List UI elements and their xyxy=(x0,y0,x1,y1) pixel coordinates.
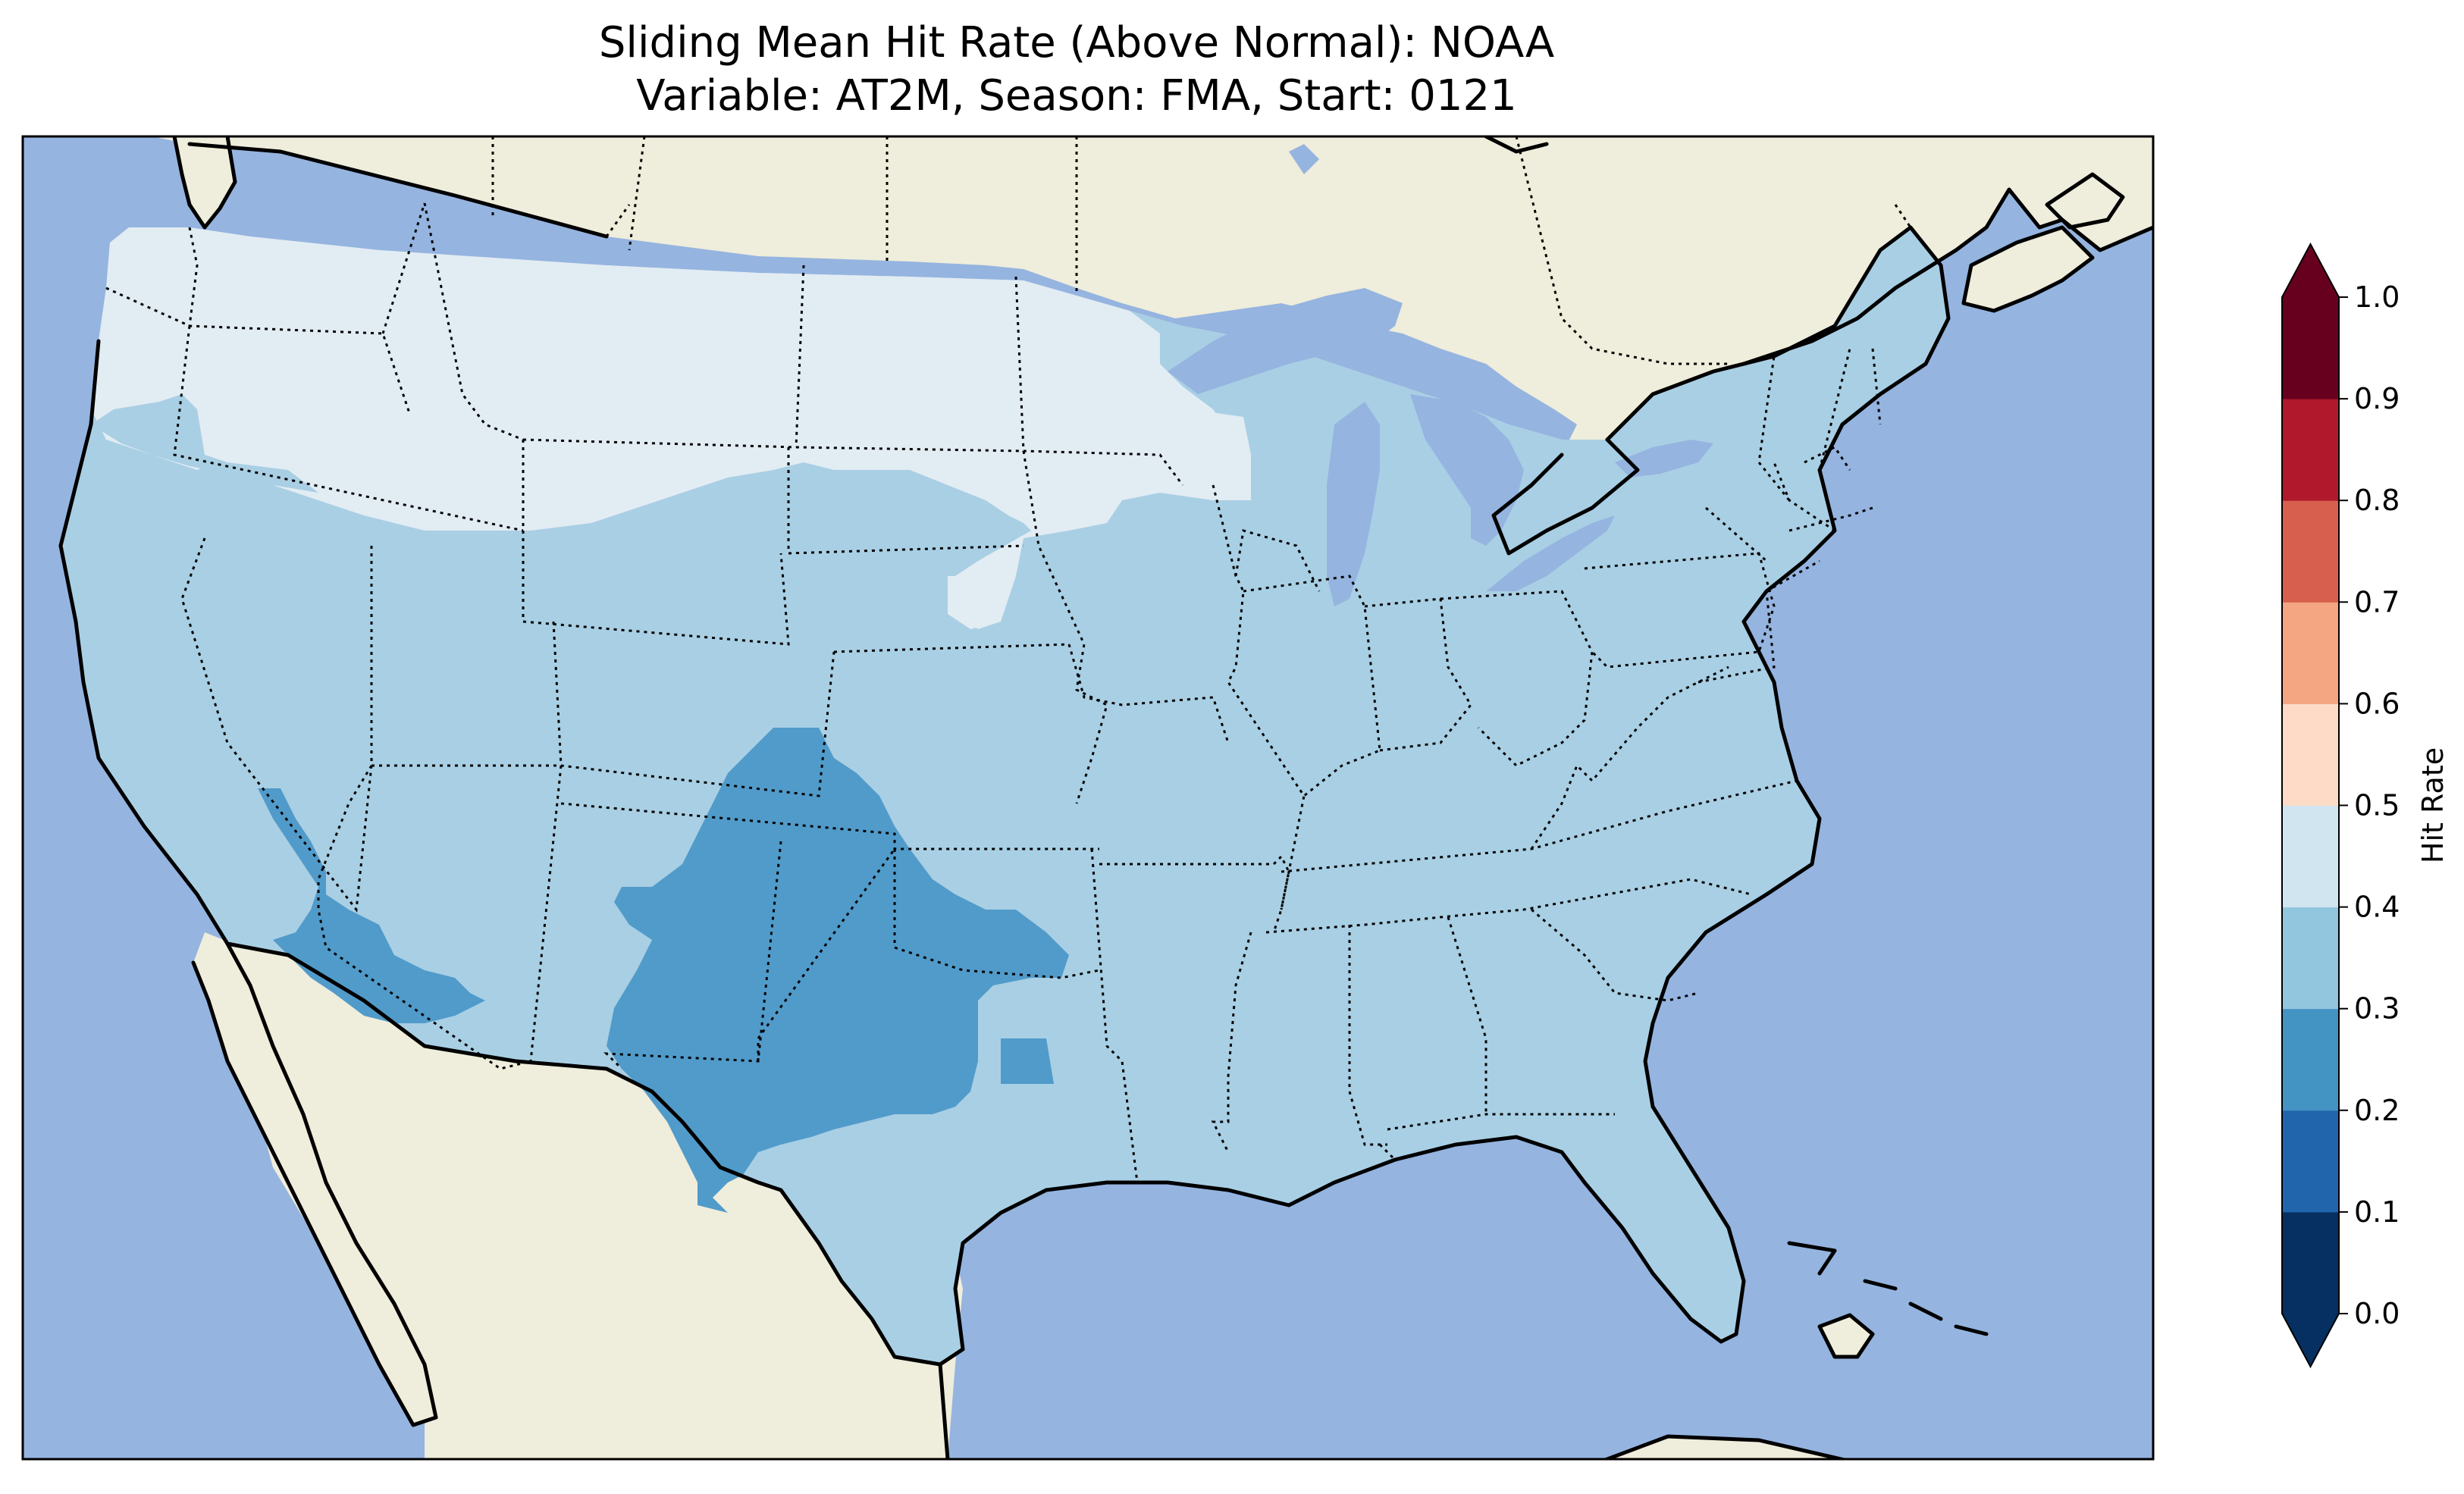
maritimes-land xyxy=(1964,227,2093,311)
colorbar-tick-label: 1.0 xyxy=(2354,280,2400,314)
field-0.3-0.4-or-patch xyxy=(91,394,318,493)
pei-newfoundland xyxy=(2047,174,2123,227)
colorbar-tick-label: 0.2 xyxy=(2354,1094,2400,1127)
colorbar-tick-label: 0.4 xyxy=(2354,891,2400,924)
title-line-1: Sliding Mean Hit Rate (Above Normal): NO… xyxy=(598,18,1555,67)
colorbar-segment xyxy=(2282,907,2339,1010)
field-0.4-0.5 xyxy=(91,227,1251,629)
colorbar-tick-label: 0.8 xyxy=(2354,484,2400,517)
colorbar-segment xyxy=(2282,297,2339,399)
baja-land xyxy=(193,932,436,1425)
coastlines xyxy=(58,136,2153,1459)
colorbar-tick-label: 0.3 xyxy=(2354,992,2400,1026)
colorbar-tick-label: 0.1 xyxy=(2354,1195,2400,1229)
map-panel xyxy=(23,136,2153,1459)
field-0.2-0.3-southwest xyxy=(607,728,1069,1213)
field-0.2-0.3-arizona xyxy=(258,788,485,1023)
cuba-main xyxy=(1577,1436,2047,1459)
field-0.4-0.5-wisconsin xyxy=(1152,409,1251,500)
colorbar-segment xyxy=(2282,1008,2339,1111)
field-0.4-0.5-nebraska xyxy=(948,576,1001,629)
colorbar-tick-label: 0.6 xyxy=(2354,687,2400,720)
colorbar-under-extension xyxy=(2282,1314,2339,1367)
lake-superior xyxy=(1168,288,1403,394)
mexico-land xyxy=(227,944,963,1459)
colorbar-label: Hit Rate xyxy=(2416,747,2450,863)
lake-ontario xyxy=(1615,440,1713,478)
colorbar-segment xyxy=(2282,1211,2339,1314)
lake-michigan xyxy=(1327,402,1380,606)
salton-utah-lake xyxy=(1289,144,1319,174)
colorbar-segment xyxy=(2282,703,2339,806)
colorbar-tick-label: 0.0 xyxy=(2354,1297,2400,1330)
chart-title: Sliding Mean Hit Rate (Above Normal): NO… xyxy=(0,17,2153,123)
colorbar-segment xyxy=(2282,1110,2339,1213)
colorbar-tick-label: 0.5 xyxy=(2354,789,2400,822)
state-boundaries xyxy=(105,202,1882,1183)
map-frame xyxy=(21,135,2155,1461)
colorbar-tick-label: 0.7 xyxy=(2354,585,2400,619)
field-0.2-0.3-texas-patch xyxy=(1001,1038,1054,1084)
lake-erie xyxy=(1486,515,1615,591)
colorbar: 0.0 0.1 0.2 0.3 0.4 0.5 0.6 0.7 0.8 0.9 1.0 Hit Rat… xyxy=(2281,242,2450,1369)
title-line-2: Variable: AT2M, Season: FMA, Start: 0121 xyxy=(636,71,1517,121)
lake-huron xyxy=(1410,394,1524,546)
cuba-land xyxy=(1820,1315,1873,1357)
colorbar-segment xyxy=(2282,500,2339,603)
colorbar-segment xyxy=(2282,805,2339,908)
colorbar-tick-label: 0.9 xyxy=(2354,382,2400,415)
colorbar-over-extension xyxy=(2282,244,2339,297)
colorbar-segment xyxy=(2282,602,2339,704)
colorbar-segment xyxy=(2282,399,2339,501)
